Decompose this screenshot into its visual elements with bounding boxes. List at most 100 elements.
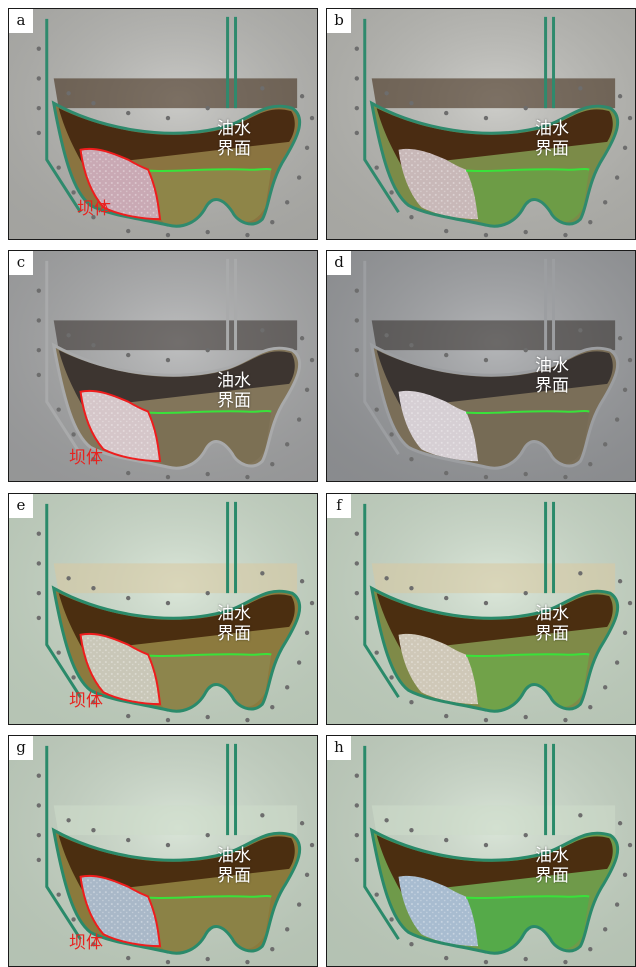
screw-dot bbox=[205, 714, 210, 720]
oil-layer bbox=[376, 350, 613, 408]
screw-dot bbox=[304, 145, 310, 150]
screw-dot bbox=[126, 837, 131, 843]
panel-letter-f: f bbox=[327, 494, 351, 518]
screw-dot bbox=[444, 837, 449, 843]
screw-dot bbox=[603, 927, 608, 932]
screw-dot bbox=[444, 595, 449, 601]
photo-c bbox=[9, 251, 317, 481]
screw-dot bbox=[588, 946, 593, 952]
screw-dot bbox=[409, 457, 414, 462]
oil-top-layer bbox=[53, 805, 298, 836]
photo-panel-g: g 油水 界面 坝体 bbox=[8, 735, 318, 967]
screw-dot bbox=[523, 471, 528, 477]
screw-dot bbox=[126, 955, 131, 961]
screw-dot bbox=[165, 232, 171, 238]
screw-dot bbox=[36, 857, 41, 863]
screw-dot bbox=[36, 561, 41, 566]
screw-dot bbox=[36, 372, 41, 378]
water-zone bbox=[466, 654, 590, 712]
interface-label: 油水 界面 bbox=[535, 119, 569, 159]
screw-dot bbox=[483, 474, 489, 480]
screw-dot bbox=[603, 442, 608, 447]
screw-dot bbox=[66, 818, 71, 823]
screw-dot bbox=[622, 630, 628, 635]
photo-panel-e: e 油水 界面 坝体 bbox=[8, 493, 318, 725]
screw-dot bbox=[622, 145, 628, 150]
screw-dot bbox=[563, 232, 568, 238]
screw-dot bbox=[444, 470, 449, 476]
screw-dot bbox=[260, 86, 265, 91]
water-zone bbox=[148, 654, 272, 712]
interface-label-line1: 油水 bbox=[217, 604, 251, 624]
screw-dot bbox=[36, 288, 41, 293]
screw-dot bbox=[71, 675, 76, 680]
interface-label: 油水 界面 bbox=[217, 119, 251, 159]
interface-label-line2: 界面 bbox=[535, 624, 569, 644]
screw-dot bbox=[389, 675, 394, 680]
screw-dot bbox=[588, 704, 593, 710]
screw-dot bbox=[71, 917, 76, 922]
screw-dot bbox=[205, 471, 210, 477]
oil-top-layer bbox=[53, 78, 298, 109]
screw-dot bbox=[270, 219, 275, 225]
screw-dot bbox=[622, 872, 628, 877]
screw-dot bbox=[617, 579, 623, 584]
screw-dot bbox=[523, 956, 528, 962]
dam-label: 坝体 bbox=[69, 691, 103, 711]
screw-dot bbox=[354, 803, 359, 808]
interface-label-line2: 界面 bbox=[217, 866, 251, 886]
screw-dot bbox=[563, 959, 568, 965]
panel-letter-b: b bbox=[327, 9, 351, 33]
right-tube bbox=[226, 743, 238, 836]
oil-top-layer bbox=[371, 563, 616, 594]
photo-e bbox=[9, 494, 317, 724]
screw-dot bbox=[523, 347, 528, 353]
screw-dot bbox=[66, 333, 71, 338]
screw-dot bbox=[374, 407, 379, 412]
screw-dot bbox=[483, 717, 489, 723]
screw-dot bbox=[354, 46, 359, 51]
interface-label-line1: 油水 bbox=[535, 356, 569, 376]
photo-h bbox=[327, 736, 635, 966]
screw-dot bbox=[91, 828, 96, 833]
dam-outline bbox=[79, 632, 162, 706]
screw-dot bbox=[563, 717, 568, 723]
interface-label: 油水 界面 bbox=[535, 604, 569, 644]
screw-dot bbox=[245, 959, 250, 965]
screw-dot bbox=[296, 660, 302, 665]
oil-water-interface-line bbox=[466, 894, 590, 900]
screw-dot bbox=[354, 288, 359, 293]
oil-water-interface-line bbox=[466, 652, 590, 658]
interface-label-line2: 界面 bbox=[217, 139, 251, 159]
screw-dot bbox=[354, 561, 359, 566]
photo-b bbox=[327, 9, 635, 239]
screw-dot bbox=[36, 803, 41, 808]
screw-dot bbox=[309, 115, 315, 121]
right-tube bbox=[544, 16, 556, 109]
screw-dot bbox=[299, 336, 305, 341]
screw-dot bbox=[205, 347, 210, 353]
interface-label-line2: 界面 bbox=[535, 139, 569, 159]
screw-dot bbox=[91, 343, 96, 348]
interface-label: 油水 界面 bbox=[535, 356, 569, 396]
photo-d bbox=[327, 251, 635, 481]
screw-dot bbox=[245, 474, 250, 480]
screw-dot bbox=[389, 432, 394, 437]
screw-dot bbox=[354, 531, 359, 536]
screw-dot bbox=[523, 832, 528, 838]
screw-dot bbox=[523, 105, 528, 111]
screw-dot bbox=[165, 842, 171, 848]
water-zone bbox=[148, 411, 272, 469]
screw-dot bbox=[384, 91, 389, 96]
screw-dot bbox=[299, 579, 305, 584]
screw-dot bbox=[389, 917, 394, 922]
water-zone bbox=[466, 169, 590, 227]
screw-dot bbox=[296, 417, 302, 422]
photo-panel-a: a 油水 界面 坝体 bbox=[8, 8, 318, 240]
oil-water-interface-line bbox=[148, 894, 272, 900]
screw-dot bbox=[36, 130, 41, 136]
oil-top-layer bbox=[371, 78, 616, 109]
photo-panel-h: h 油水 界面 bbox=[326, 735, 636, 967]
screw-dot bbox=[627, 357, 633, 363]
right-tube bbox=[544, 258, 556, 351]
